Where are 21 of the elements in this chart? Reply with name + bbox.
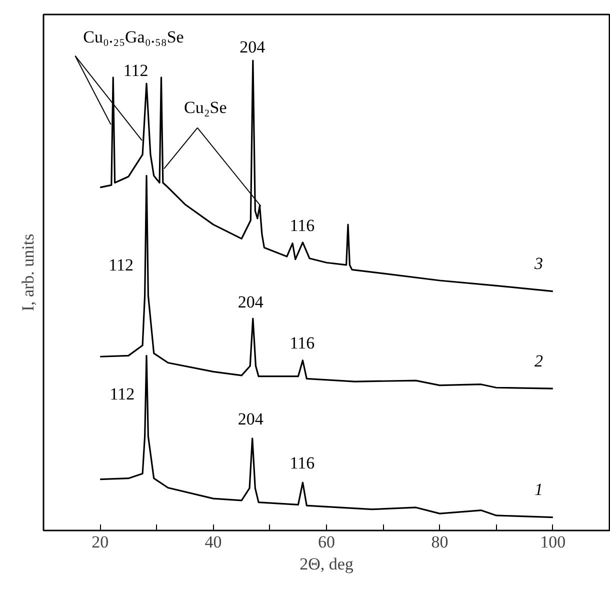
- text: Cu₀.₂₅Ga₀.₅₈Se: [83, 28, 184, 47]
- annotation: 112: [123, 60, 148, 80]
- annotation: 204: [238, 410, 264, 429]
- x-axis-title: 2Θ, deg: [300, 554, 354, 574]
- x-tick-label: 60: [318, 532, 335, 552]
- series-label: 3: [534, 254, 543, 274]
- text: 204: [240, 37, 266, 56]
- x-tick-label: 20: [92, 532, 109, 552]
- series-label: 1: [534, 480, 543, 500]
- x-tick-label: 80: [431, 532, 448, 552]
- annotation: 204: [238, 292, 264, 312]
- x-tick-label: 40: [204, 532, 222, 552]
- y-axis-title: I, arb. units: [18, 234, 38, 312]
- annotation: 112: [108, 256, 134, 275]
- annotation: 116: [290, 334, 315, 353]
- series-label: 2: [534, 351, 544, 370]
- x-tick-label: 100: [540, 532, 566, 552]
- annotation: Cu₂Se: [184, 98, 227, 118]
- annotation: 112: [110, 384, 135, 404]
- annotation: 116: [290, 453, 315, 472]
- annotation: 116: [290, 216, 315, 236]
